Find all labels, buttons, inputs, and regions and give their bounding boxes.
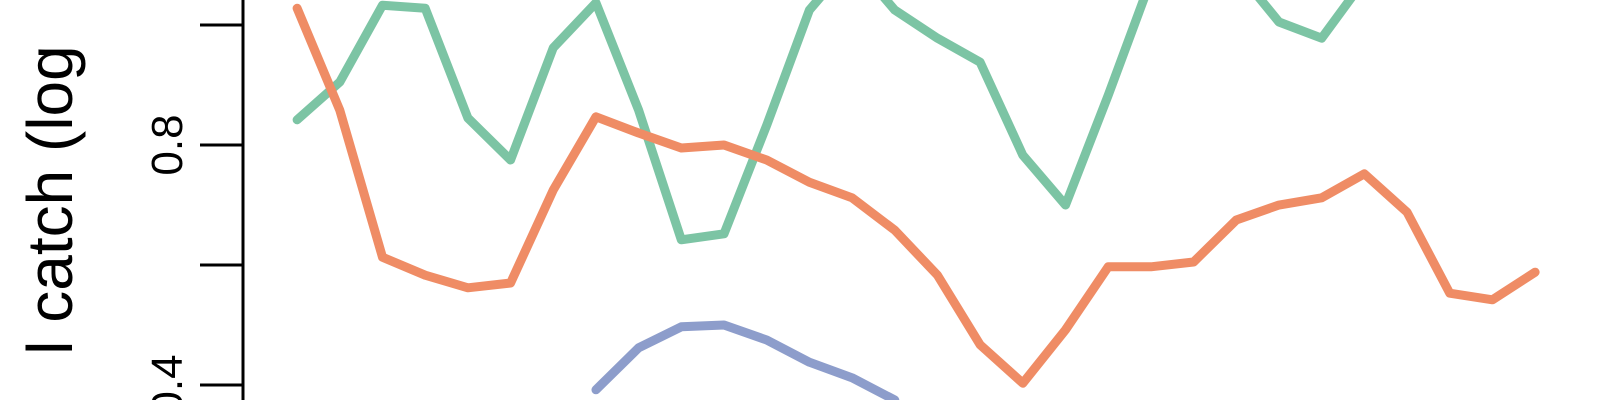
- y-tick-label: 0.4: [143, 354, 192, 400]
- series-line: [292, 0, 1356, 245]
- y-tick-label: 0.8: [143, 114, 192, 175]
- y-axis-title: l catch (log: [14, 45, 86, 354]
- series-line: [292, 3, 1540, 388]
- series-line: [591, 320, 900, 400]
